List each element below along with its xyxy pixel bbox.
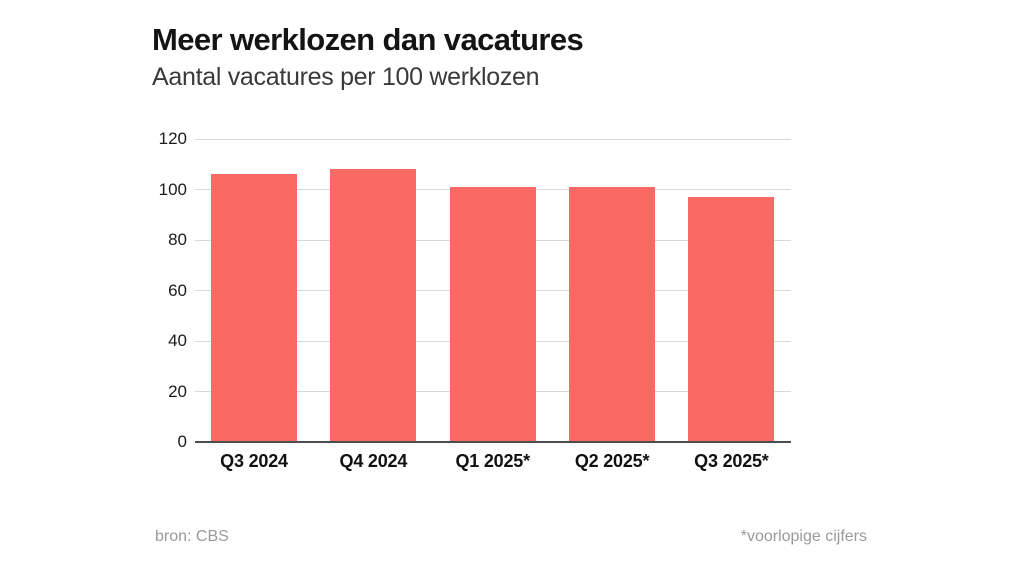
y-axis-tick-label: 0	[177, 432, 187, 451]
source-label: bron: CBS	[155, 528, 229, 545]
y-axis-tick-label: 100	[158, 179, 187, 199]
y-axis-tick-label: 60	[168, 280, 187, 300]
gridline	[195, 138, 791, 140]
bar-q3-2025	[688, 197, 775, 442]
y-axis-tick-label: 120	[158, 129, 187, 148]
bar-q1-2025	[449, 186, 536, 442]
x-axis-label: Q4 2024	[339, 451, 408, 471]
plot-area: 0 20 40 60 80 100 120 Q3 2024 Q4 2024 Q1 2025* Q2 …	[159, 129, 791, 471]
page-title: Meer werklozen dan vacatures	[152, 22, 584, 57]
x-axis-label: Q3 2024	[220, 451, 288, 471]
bar-q3-2024	[211, 174, 297, 442]
page-subtitle: Aantal vacatures per 100 werklozen	[152, 63, 540, 91]
x-axis-label: Q3 2025*	[694, 451, 769, 471]
x-axis-label: Q2 2025*	[574, 451, 650, 471]
y-axis-tick-label: 40	[168, 331, 187, 350]
footnote-label: *voorlopige cijfers	[740, 528, 867, 545]
y-axis-tick-label: 20	[168, 381, 187, 401]
bar-q4-2024	[330, 169, 417, 442]
x-axis-label: Q1 2025*	[455, 451, 530, 471]
x-axis-line	[195, 441, 791, 443]
y-axis-tick-label: 80	[168, 230, 187, 249]
bar-q2-2025	[569, 186, 656, 442]
